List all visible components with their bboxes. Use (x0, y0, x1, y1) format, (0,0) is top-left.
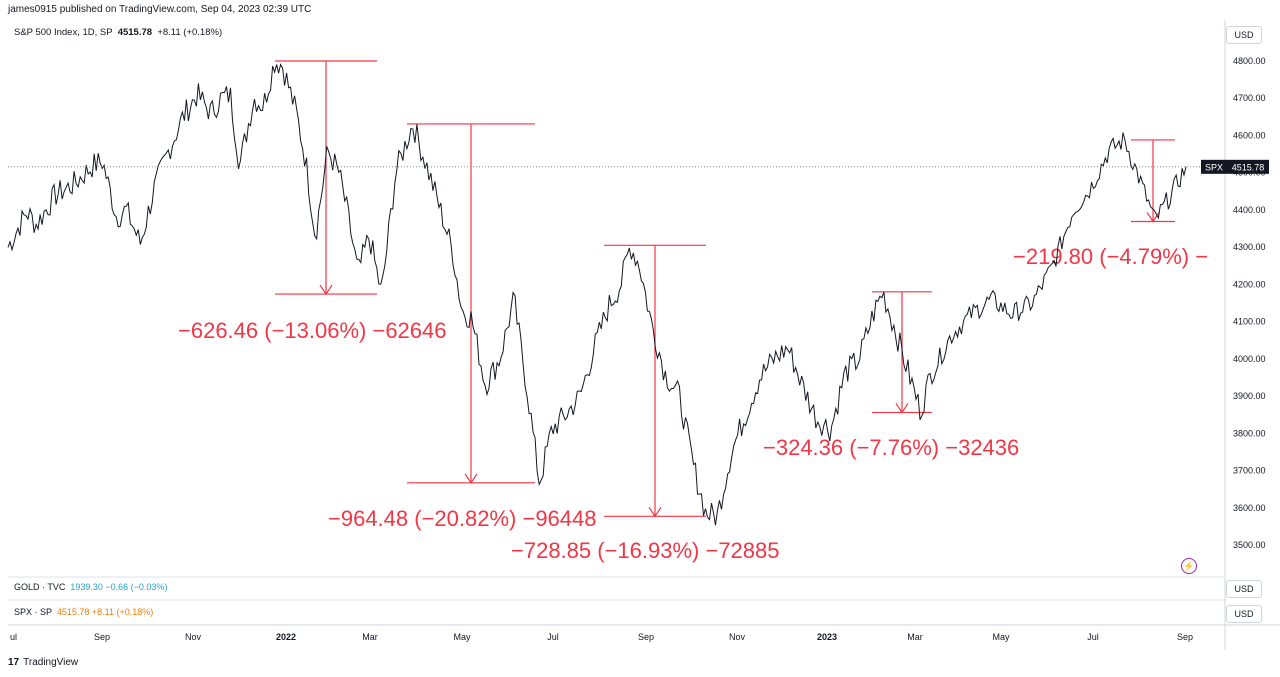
x-tick-label: Nov (185, 632, 202, 642)
gold-symbol: GOLD · TVC (14, 582, 66, 592)
legend-price: 4515.78 (117, 27, 153, 38)
spx-symbol: SPX · SP (14, 607, 52, 617)
x-tick-label: Mar (907, 632, 923, 642)
price-line-layer (7, 63, 1225, 526)
measure-label: −219.80 (−4.79%) − (1013, 244, 1208, 269)
tradingview-logo-icon: 17 (8, 657, 20, 668)
price-tag-value: 4515.78 (1232, 162, 1265, 172)
spx-values: 4515.78 +8.11 (+0.18%) (56, 607, 154, 617)
measure-label: −728.85 (−16.93%) −72885 (511, 538, 780, 563)
y-tick-label: 4200.00 (1233, 279, 1266, 289)
y-tick-label: 4700.00 (1233, 93, 1266, 103)
measure-arrow-head (319, 284, 333, 296)
currency-button-gold[interactable]: USD (1226, 580, 1262, 598)
legend-symbol: S&P 500 Index, 1D, SP (14, 27, 113, 38)
bolt-icon[interactable]: ⚡ (1181, 558, 1197, 574)
price-chart[interactable]: −626.46 (−13.06%) −62646 −964.48 (−20.82%… (0, 0, 1280, 650)
currency-button-spx[interactable]: USD (1226, 605, 1262, 623)
y-tick-label: 3700.00 (1233, 466, 1266, 476)
measure-arrow-head (648, 506, 662, 518)
footer-brand: TradingView (23, 657, 79, 668)
x-tick-label: Jul (1087, 632, 1099, 642)
legend-change: +8.11 (+0.18%) (157, 27, 223, 38)
y-tick-label: 3800.00 (1233, 428, 1266, 438)
last-price-tag: SPX 4515.78 (1201, 159, 1269, 174)
y-tick-label: 4800.00 (1233, 56, 1266, 66)
x-tick-label: Nov (729, 632, 746, 642)
chart-frame (8, 20, 1280, 650)
y-tick-label: 4100.00 (1233, 317, 1266, 327)
x-tick-label: Sep (94, 632, 110, 642)
publish-info: james0915 published on TradingView.com, … (8, 4, 312, 15)
x-tick-label: Sep (1177, 632, 1193, 642)
y-tick-label: 4600.00 (1233, 130, 1266, 140)
footer: 17 TradingView (8, 657, 78, 668)
measure-label: −626.46 (−13.06%) −62646 (178, 318, 447, 343)
x-tick-label: 2023 (817, 632, 837, 642)
y-tick-label: 4000.00 (1233, 354, 1266, 364)
y-tick-label: 4400.00 (1233, 205, 1266, 215)
gold-pane-legend[interactable]: GOLD · TVC 1939.30 −0.66 (−0.03%) (14, 582, 167, 592)
x-tick-label: Jul (547, 632, 559, 642)
measure-arrow-head (464, 473, 478, 484)
measure-label: −324.36 (−7.76%) −32436 (763, 435, 1019, 460)
x-tick-label: ul (10, 632, 17, 642)
x-axis: ul Sep Nov 2022 Mar May Jul Sep Nov 2023 Mar May Jul… (10, 632, 1193, 642)
price-series-line (7, 63, 1187, 526)
x-tick-label: May (453, 632, 471, 642)
y-tick-label: 3500.00 (1233, 540, 1266, 550)
x-tick-label: 2022 (276, 632, 296, 642)
main-legend[interactable]: S&P 500 Index, 1D, SP 4515.78 +8.11 (+0.… (14, 27, 222, 38)
y-tick-label: 3600.00 (1233, 503, 1266, 513)
y-tick-label: 4300.00 (1233, 242, 1266, 252)
gold-values: 1939.30 −0.66 (−0.03%) (70, 582, 168, 592)
price-tag-value-bg (1227, 159, 1269, 174)
y-tick-label: 3900.00 (1233, 391, 1266, 401)
x-tick-label: Mar (362, 632, 378, 642)
price-tag-symbol-bg (1201, 159, 1227, 174)
x-tick-label: Sep (638, 632, 654, 642)
spx-pane-legend[interactable]: SPX · SP 4515.78 +8.11 (+0.18%) (14, 607, 153, 617)
currency-button-main[interactable]: USD (1226, 26, 1262, 44)
measurement-annotations: −626.46 (−13.06%) −62646 −964.48 (−20.82%… (178, 60, 1208, 563)
measure-label: −964.48 (−20.82%) −96448 (328, 506, 597, 531)
x-tick-label: May (992, 632, 1010, 642)
measure-arrow-head (895, 403, 909, 414)
price-tag-symbol: SPX (1205, 162, 1223, 172)
y-axis: 4800.004700.004600.004500.004400.004300.… (1233, 56, 1266, 550)
